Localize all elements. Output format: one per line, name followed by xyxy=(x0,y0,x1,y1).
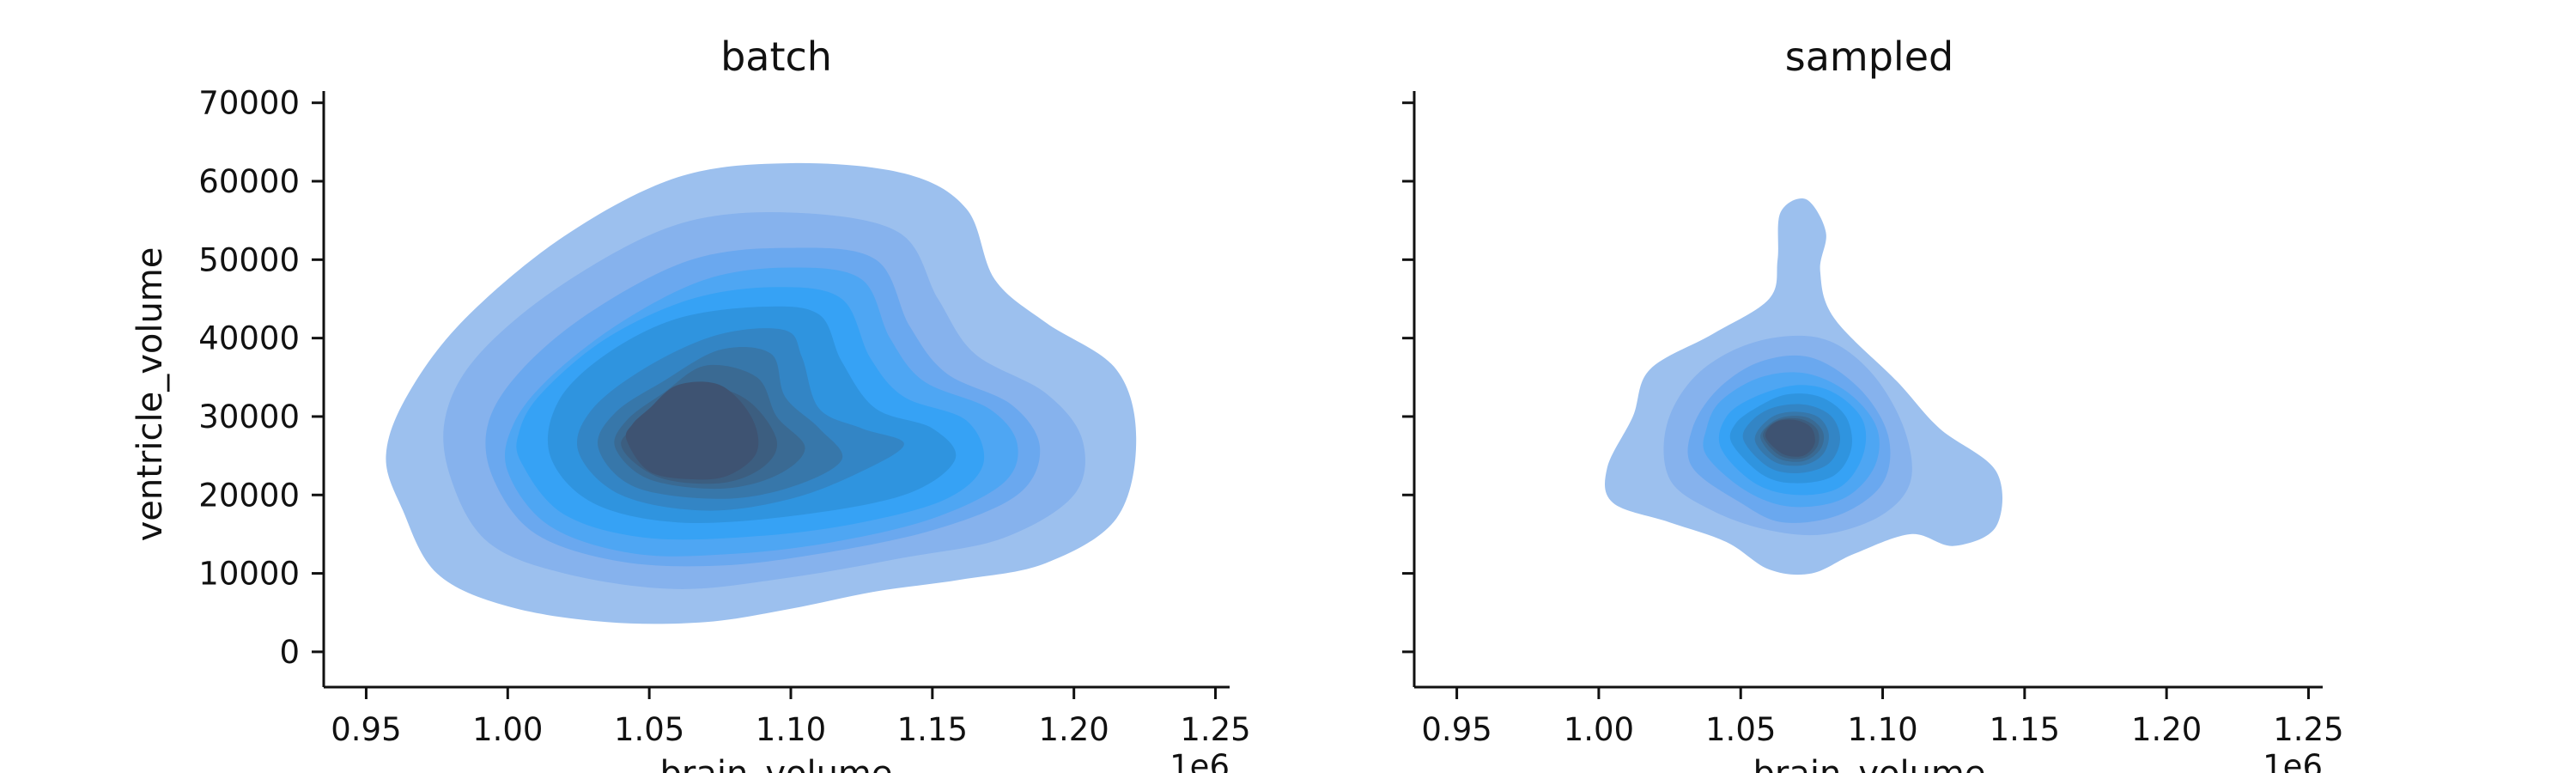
y-tick-label: 0 xyxy=(279,634,300,671)
x-tick-label: 1.10 xyxy=(756,711,826,748)
x-tick-label: 0.95 xyxy=(1421,711,1492,748)
x-ticks: 0.95 1.00 1.05 1.10 1.15 1.20 1.25 xyxy=(1421,687,2344,748)
panel-batch: batch 0.95 1.00 1.05 1.10 1.15 1.20 1.25 0 1000… xyxy=(131,33,1251,773)
x-ticks: 0.95 1.00 1.05 1.10 1.15 1.20 1.25 xyxy=(331,687,1251,748)
y-tick-label: 20000 xyxy=(198,477,300,514)
density-level-1 xyxy=(1930,462,1975,523)
y-tick-label: 50000 xyxy=(198,241,300,278)
x-tick-label: 1.25 xyxy=(2273,711,2343,748)
y-tick-label: 30000 xyxy=(198,399,300,435)
x-offset-label: 1e6 xyxy=(2263,748,2323,773)
density-level-11 xyxy=(1765,419,1815,457)
panel-title: batch xyxy=(720,33,832,80)
x-tick-label: 1.00 xyxy=(472,711,543,748)
x-tick-label: 1.00 xyxy=(1564,711,1634,748)
y-tick-label: 40000 xyxy=(198,320,300,357)
density-level-11 xyxy=(625,381,759,480)
y-axis-label: ventricle_volume xyxy=(131,247,170,542)
y-tick-label: 60000 xyxy=(198,163,300,200)
x-axis-label: brain_volume xyxy=(1753,754,1986,773)
x-tick-label: 0.95 xyxy=(331,711,401,748)
contour-layer xyxy=(1604,198,2003,575)
x-offset-label: 1e6 xyxy=(1170,748,1230,773)
x-tick-label: 1.20 xyxy=(1038,711,1109,748)
y-tick-label: 10000 xyxy=(198,556,300,593)
x-tick-label: 1.05 xyxy=(614,711,684,748)
x-axis-label: brain_volume xyxy=(660,754,893,773)
y-tick-label: 70000 xyxy=(198,85,300,122)
contour-layer xyxy=(386,162,1137,624)
x-tick-label: 1.15 xyxy=(1990,711,2060,748)
x-tick-label: 1.15 xyxy=(897,711,968,748)
x-tick-label: 1.10 xyxy=(1847,711,1917,748)
y-ticks xyxy=(1402,101,1414,654)
x-tick-label: 1.25 xyxy=(1180,711,1250,748)
x-tick-label: 1.20 xyxy=(2131,711,2202,748)
panel-title: sampled xyxy=(1785,33,1953,80)
panel-sampled: sampled 0.95 1.00 1.05 1.10 1.15 1.20 1.25 bra… xyxy=(1402,33,2344,773)
x-tick-label: 1.05 xyxy=(1705,711,1776,748)
y-ticks: 0 10000 20000 30000 40000 50000 60000 70000 xyxy=(198,85,324,671)
